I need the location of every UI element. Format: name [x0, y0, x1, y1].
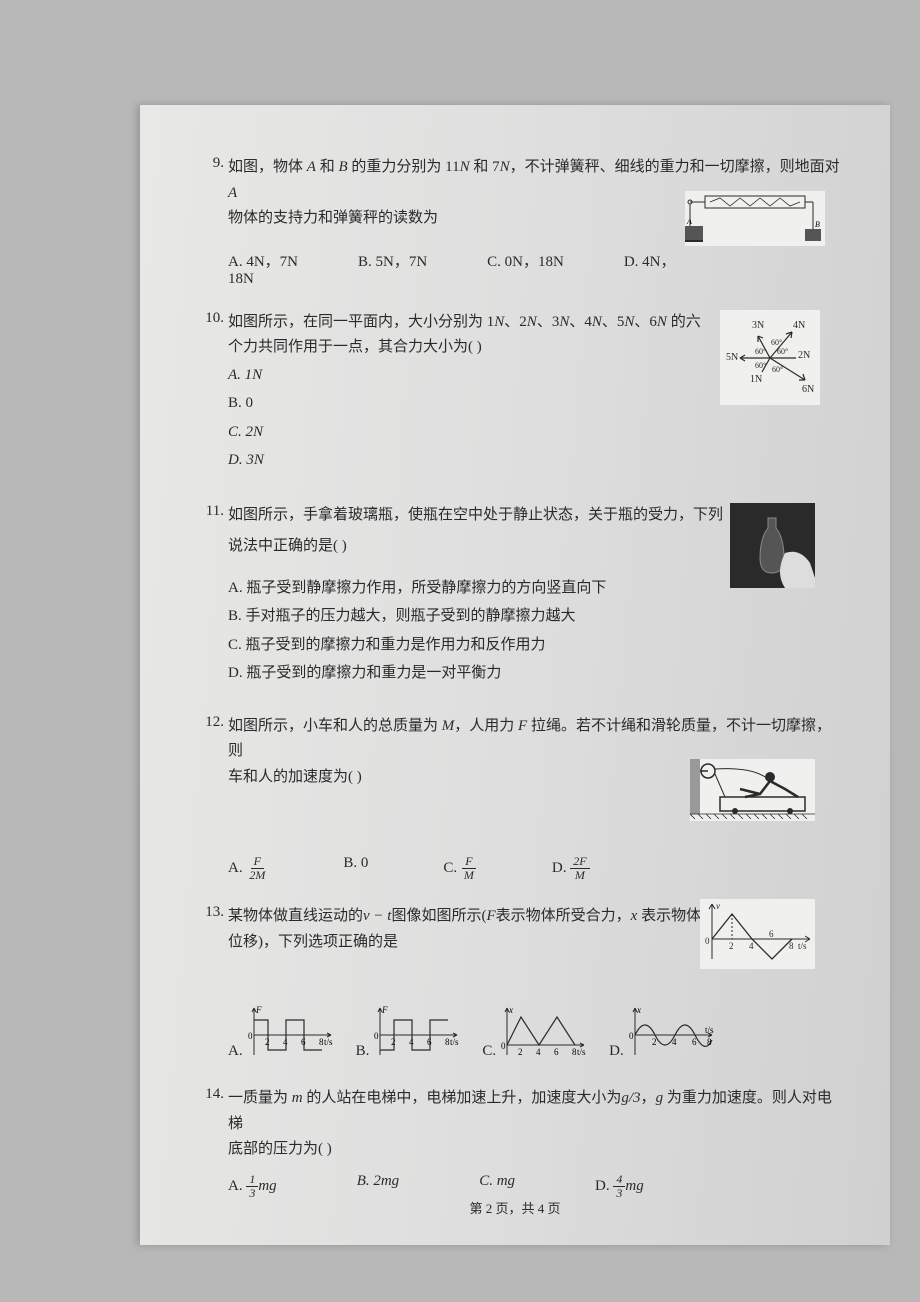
q14-opt-b: B. 2mg	[357, 1173, 400, 1200]
q9-options: A. 4N，7N B. 5N，7N C. 0N，18N D. 4N，	[200, 250, 845, 271]
svg-text:60°: 60°	[755, 361, 766, 370]
svg-text:5N: 5N	[726, 352, 738, 363]
svg-text:60°: 60°	[771, 338, 782, 347]
q13-num: 13.	[200, 904, 228, 921]
svg-text:8: 8	[707, 1037, 712, 1047]
q9-opt-d: D. 4N，	[624, 250, 676, 271]
q14-opt-d: D. 43mg	[595, 1173, 644, 1200]
q12-options: A. F2M B. 0 C. FM D. 2FM	[200, 855, 845, 882]
svg-text:6: 6	[427, 1037, 432, 1047]
q14-body: 一质量为 m 的人站在电梯中，电梯加速上升，加速度大小为g/3，g 为重力加速度…	[228, 1086, 845, 1163]
svg-text:3N: 3N	[752, 320, 764, 331]
q11-opt-c: C. 瓶子受到的摩擦力和重力是作用力和反作用力	[228, 631, 845, 660]
svg-text:x: x	[636, 1005, 641, 1015]
svg-text:2: 2	[518, 1047, 523, 1057]
q11-options: A. 瓶子受到静摩擦力作用，所受静摩擦力的方向竖直向下 B. 手对瓶子的压力越大…	[200, 574, 845, 688]
q14-opt-c: C. mg	[479, 1173, 515, 1200]
svg-text:4: 4	[536, 1047, 541, 1057]
q10-num: 10.	[200, 310, 228, 327]
svg-text:t/s: t/s	[450, 1037, 459, 1047]
q14-options: A. 13mg B. 2mg C. mg D. 43mg	[200, 1173, 845, 1200]
question-9: 9. 如图，物体 A 和 B 的重力分别为 11N 和 7N，不计弹簧秤、细线的…	[200, 155, 845, 288]
q14-opt-a: A. 13mg	[228, 1173, 277, 1200]
question-11: 11. 如图所示，手拿着玻璃瓶，使瓶在空中处于静止状态，关于瓶的受力，下列 说法…	[200, 503, 845, 688]
svg-text:2: 2	[652, 1037, 657, 1047]
svg-text:2N: 2N	[798, 350, 810, 361]
svg-text:2: 2	[265, 1037, 270, 1047]
svg-text:t/s: t/s	[324, 1037, 333, 1047]
svg-text:8: 8	[789, 941, 794, 951]
svg-text:0: 0	[248, 1031, 253, 1041]
svg-text:6N: 6N	[802, 384, 814, 395]
q11-opt-d: D. 瓶子受到的摩擦力和重力是一对平衡力	[228, 659, 845, 688]
q13-opt-a: A. F 0 2468 t/s	[228, 1005, 336, 1060]
svg-text:4: 4	[409, 1037, 414, 1047]
q9-opt-c: C. 0N，18N	[487, 250, 564, 271]
q11-num: 11.	[200, 503, 228, 520]
svg-text:0: 0	[501, 1041, 506, 1051]
svg-text:6: 6	[769, 929, 774, 939]
svg-text:x: x	[508, 1005, 513, 1015]
q10-figure: 3N 4N 5N 6N 2N 1N 60° 60° 60° 60° 60°	[720, 310, 820, 405]
svg-text:4N: 4N	[793, 320, 805, 331]
svg-text:0: 0	[629, 1031, 634, 1041]
q14-num: 14.	[200, 1086, 228, 1103]
q9-figure: A B	[685, 191, 825, 246]
q12-opt-d: D. 2FM	[552, 855, 590, 882]
svg-text:0: 0	[374, 1031, 379, 1041]
q13-main-graph: 0 2 4 6 8 t/s v	[700, 899, 815, 969]
svg-text:2: 2	[729, 941, 734, 951]
q9-opt-d-wrap: 18N	[200, 271, 845, 288]
svg-text:1N: 1N	[750, 374, 762, 385]
q10-opt-c: C. 2N	[228, 418, 845, 447]
q12-num: 12.	[200, 714, 228, 731]
question-13: 13. 某物体做直线运动的v − t图像如图所示(F表示物体所受合力，x 表示物…	[200, 904, 845, 1060]
q13-opt-d: D. x 0 2468 t/s	[609, 1005, 717, 1060]
question-14: 14. 一质量为 m 的人站在电梯中，电梯加速上升，加速度大小为g/3，g 为重…	[200, 1086, 845, 1200]
svg-text:t/s: t/s	[798, 941, 807, 951]
svg-text:4: 4	[672, 1037, 677, 1047]
svg-text:A: A	[686, 217, 692, 226]
question-12: 12. 如图所示，小车和人的总质量为 M，人用力 F 拉绳。若不计绳和滑轮质量，…	[200, 714, 845, 883]
q9-opt-a: A. 4N，7N	[228, 250, 298, 271]
svg-text:t/s: t/s	[577, 1047, 586, 1057]
svg-text:4: 4	[749, 941, 754, 951]
q11-opt-b: B. 手对瓶子的压力越大，则瓶子受到的静摩擦力越大	[228, 602, 845, 631]
q11-figure	[730, 503, 815, 588]
q12-opt-c: C. FM	[443, 855, 477, 882]
svg-text:0: 0	[705, 936, 710, 946]
svg-text:F: F	[255, 1005, 262, 1015]
page: 9. 如图，物体 A 和 B 的重力分别为 11N 和 7N，不计弹簧秤、细线的…	[140, 105, 890, 1245]
svg-text:B: B	[815, 220, 820, 229]
svg-text:60°: 60°	[777, 347, 788, 356]
svg-text:v: v	[716, 901, 720, 911]
q9-opt-b: B. 5N，7N	[358, 250, 427, 271]
page-footer: 第 2 页，共 4 页	[140, 1198, 890, 1217]
svg-text:6: 6	[301, 1037, 306, 1047]
svg-text:60°: 60°	[772, 365, 783, 374]
q13-opt-b: B. F 0 2468 t/s	[356, 1005, 463, 1060]
svg-text:4: 4	[283, 1037, 288, 1047]
q13-options: A. F 0 2468 t/s B.	[200, 1005, 845, 1060]
svg-text:6: 6	[554, 1047, 559, 1057]
svg-text:F: F	[381, 1005, 388, 1015]
svg-text:2: 2	[391, 1037, 396, 1047]
svg-text:60°: 60°	[755, 347, 766, 356]
question-10: 10. 如图所示，在同一平面内，大小分别为 1N、2N、3N、4N、5N、6N …	[200, 310, 845, 475]
q12-figure	[690, 759, 815, 821]
q13-opt-c: C. x 0 2468 t/s	[482, 1005, 589, 1060]
q12-opt-b: B. 0	[343, 855, 368, 882]
q12-opt-a: A. F2M	[228, 855, 268, 882]
q10-opt-d: D. 3N	[228, 446, 845, 475]
svg-text:t/s: t/s	[705, 1025, 714, 1035]
q9-num: 9.	[200, 155, 228, 172]
svg-text:6: 6	[692, 1037, 697, 1047]
